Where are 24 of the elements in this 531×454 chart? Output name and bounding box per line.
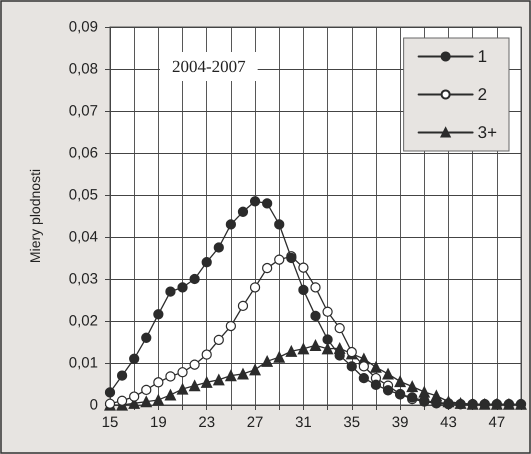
x-tick-label: 15 [102,414,118,431]
y-tick-label: 0 [90,396,98,414]
y-tick-label: 0,06 [68,144,98,162]
y-tick-label: 0,09 [68,18,98,36]
y-tick-label: 0,03 [68,270,98,288]
y-axis-title: Miery plodnosti [27,168,43,264]
legend-label: 1 [478,47,488,66]
x-tick-label: 27 [246,414,264,431]
x-tick-label: 47 [488,414,506,431]
x-tick-label: 23 [198,414,216,431]
y-tick-label: 0,02 [68,312,98,330]
legend-label: 2 [478,85,488,104]
y-tick-label: 0,07 [68,102,98,120]
x-tick-label: 43 [440,414,457,431]
x-tick-label: 19 [150,414,167,431]
annotation: 2004-2007 [172,57,246,76]
y-tick-label: 0,01 [68,354,98,372]
x-tick-label: 35 [343,414,360,431]
x-tick-label: 31 [295,414,312,431]
y-tick-label: 0,05 [68,186,98,204]
y-tick-label: 0,08 [68,60,98,78]
legend-label: 3+ [478,123,498,142]
y-tick-label: 0,04 [68,228,98,246]
x-tick-label: 39 [392,414,408,431]
